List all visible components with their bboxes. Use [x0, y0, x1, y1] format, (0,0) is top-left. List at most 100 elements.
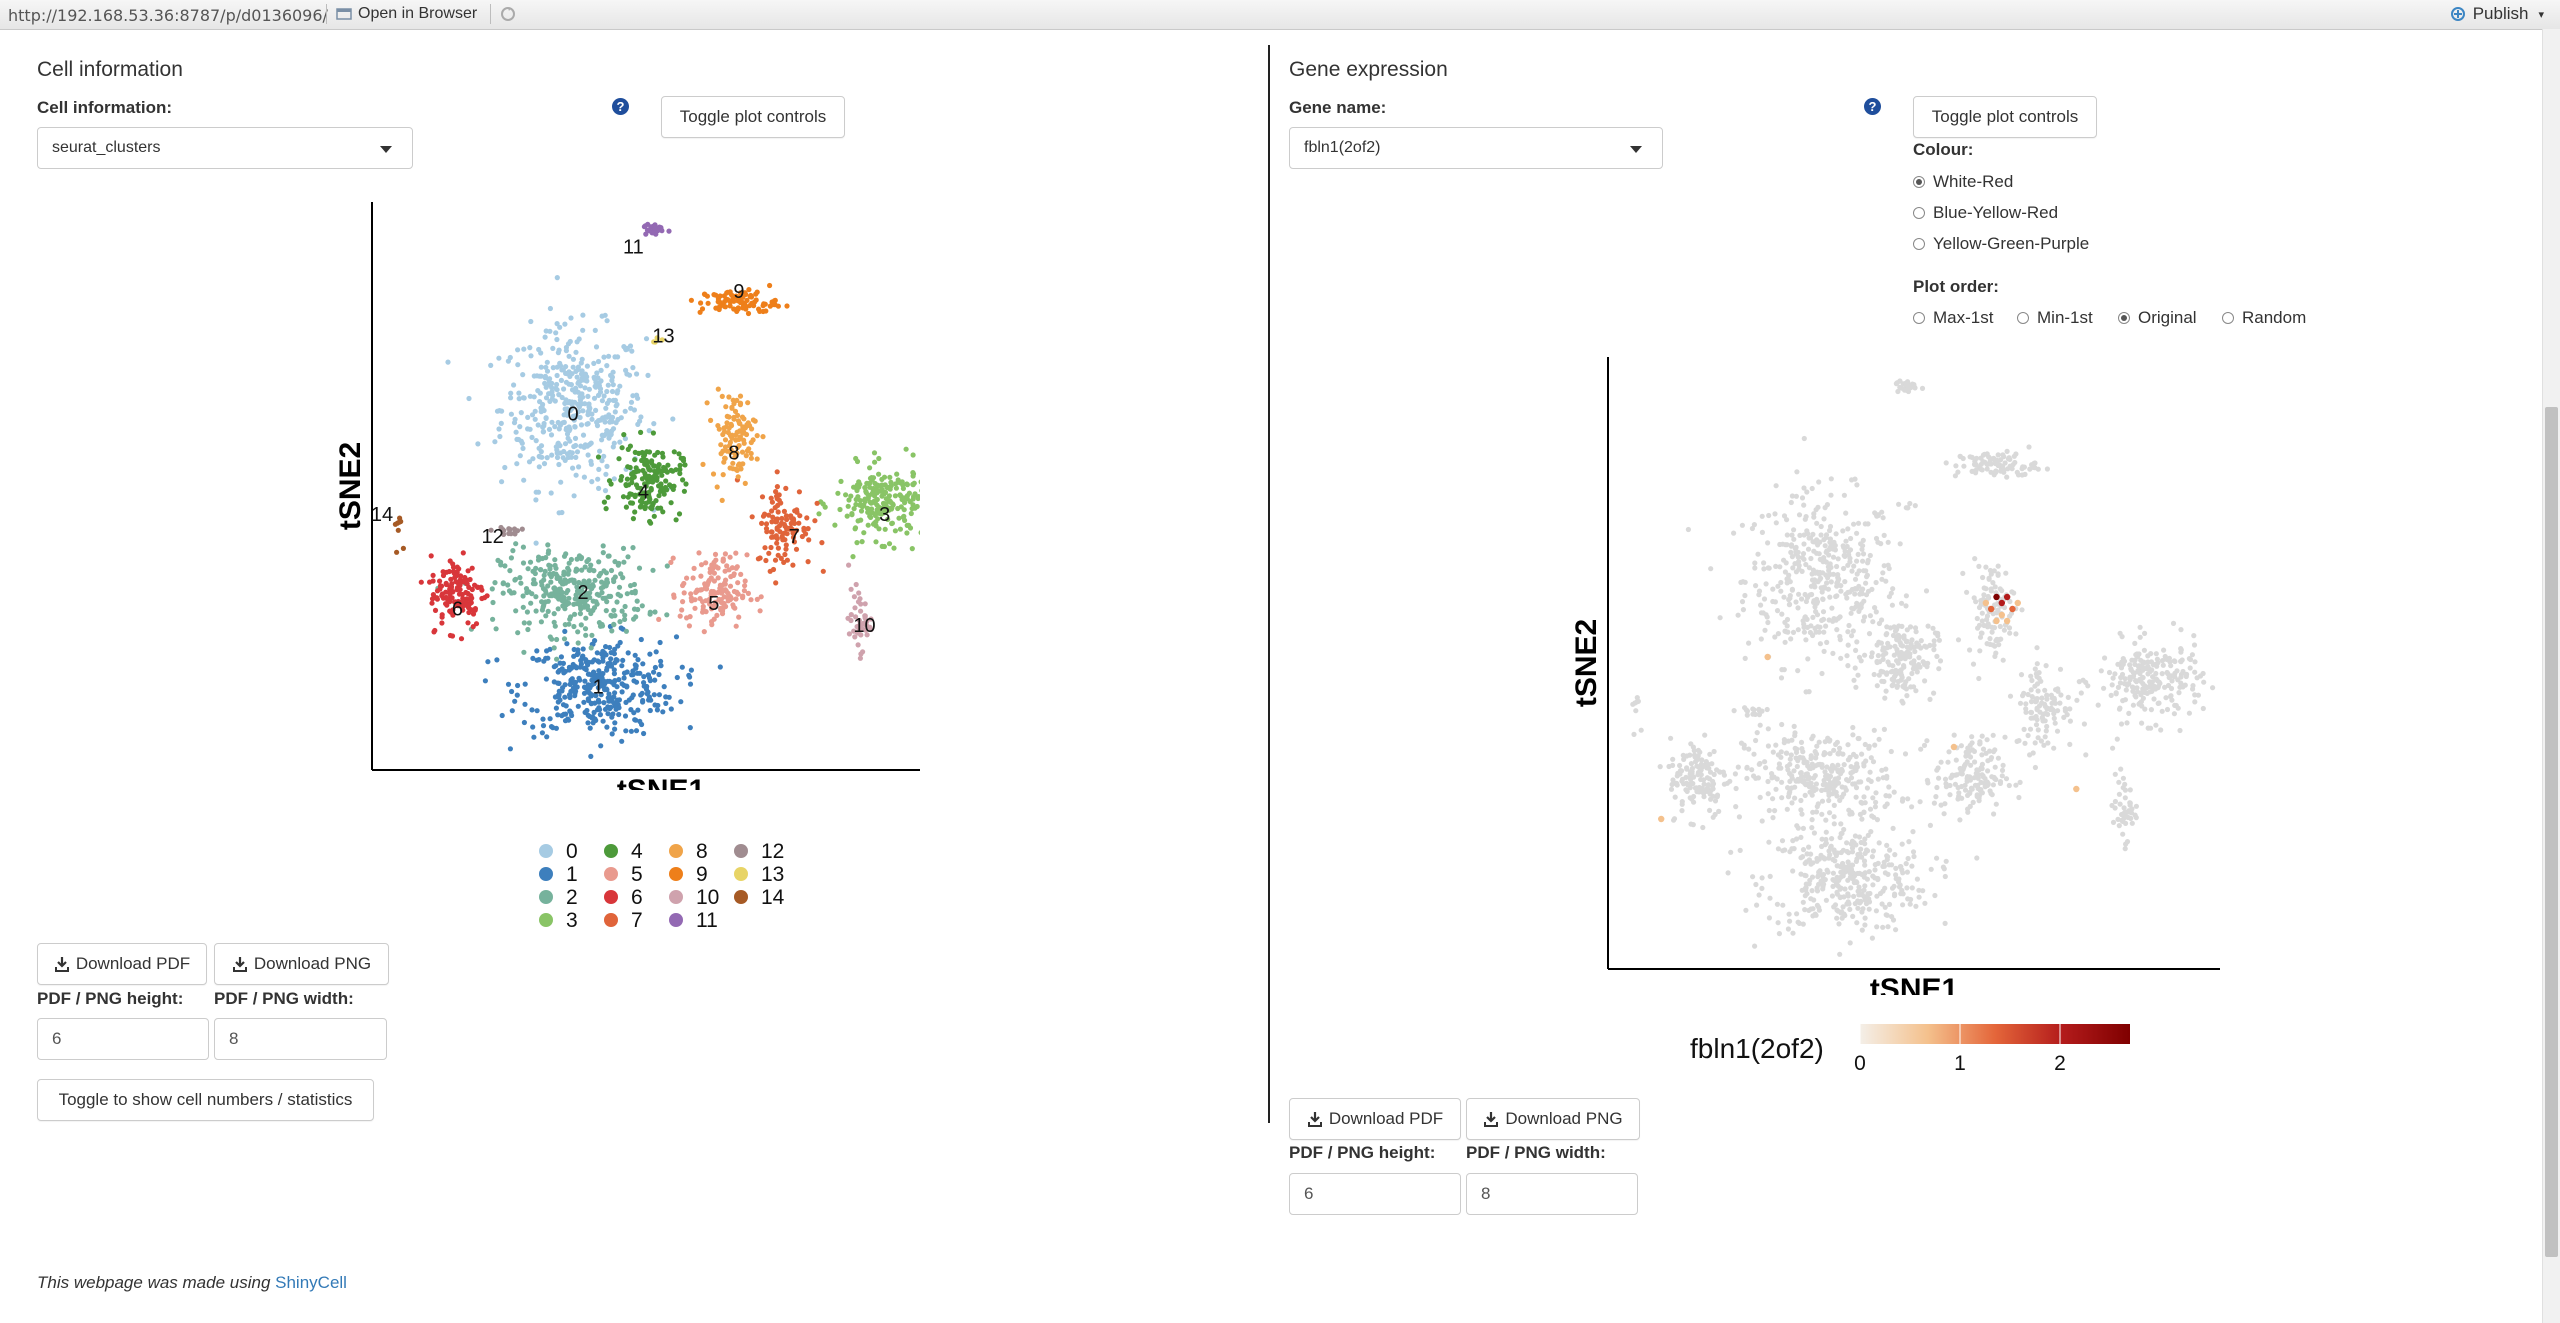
cell-point	[1809, 485, 1815, 492]
cell-point-cluster-3	[853, 496, 859, 503]
refresh-icon[interactable]	[500, 6, 516, 22]
gene-name-select[interactable]: fbln1(2of2)	[1289, 127, 1663, 169]
cell-point-cluster-0	[520, 445, 526, 451]
radio-button[interactable]	[1913, 312, 1925, 324]
help-icon[interactable]: ?	[1864, 98, 1881, 115]
cell-point	[2076, 679, 2082, 685]
cell-point	[1796, 512, 1803, 518]
cell-point	[2130, 702, 2136, 708]
toggle-cell-stats-button[interactable]: Toggle to show cell numbers / statistics	[37, 1079, 374, 1121]
cell-point	[1984, 613, 1991, 619]
cell-point-cluster-0	[593, 344, 600, 350]
colour-option-blue-yellow-red[interactable]: Blue-Yellow-Red	[1913, 203, 2058, 223]
pdf-width-input[interactable]: 8	[214, 1018, 387, 1060]
cell-point	[2044, 696, 2050, 702]
cell-point-cluster-7	[760, 513, 767, 519]
cell-point-cluster-7	[749, 514, 755, 520]
order-option-random[interactable]: Random	[2222, 308, 2306, 328]
cell-point	[1725, 870, 1731, 876]
vertical-scrollbar[interactable]	[2542, 29, 2560, 1323]
cell-point	[1794, 911, 1800, 917]
download-png-button[interactable]: Download PNG	[214, 943, 389, 985]
order-option-max-first[interactable]: Max-1st	[1913, 308, 1993, 328]
cell-point	[1814, 612, 1821, 618]
cell-info-select[interactable]: seurat_clusters	[37, 127, 413, 169]
cell-point-cluster-0	[554, 381, 560, 388]
cell-point-cluster-1	[630, 692, 636, 698]
toolbar-separator	[326, 4, 327, 24]
cell-point	[1868, 755, 1874, 761]
cell-point	[2020, 693, 2026, 699]
radio-button[interactable]	[2222, 312, 2234, 324]
x-axis-label: tSNE1	[1870, 973, 1958, 995]
cell-point-cluster-10	[853, 614, 859, 620]
cell-point-cluster-2	[612, 559, 618, 565]
radio-button[interactable]	[1913, 238, 1925, 250]
cell-point	[1812, 773, 1818, 779]
colour-option-white-red[interactable]: White-Red	[1913, 172, 2013, 192]
help-icon[interactable]: ?	[612, 98, 629, 115]
cell-point-cluster-3	[915, 494, 920, 500]
cell-point	[1752, 711, 1758, 717]
cell-point-cluster-1	[606, 698, 612, 704]
cell-point	[1925, 623, 1931, 629]
cell-point-cluster-0	[518, 438, 524, 444]
shinycell-link[interactable]: ShinyCell	[275, 1273, 347, 1292]
cell-point	[1814, 599, 1821, 605]
cell-point-cluster-1	[647, 707, 653, 714]
cell-point-cluster-9	[761, 301, 767, 307]
cell-point-cluster-6	[427, 579, 433, 585]
cell-point	[1874, 924, 1880, 930]
pdf-width-input[interactable]: 8	[1466, 1173, 1638, 1215]
chevron-down-icon[interactable]: ▾	[2538, 8, 2544, 21]
toggle-plot-controls-button[interactable]: Toggle plot controls	[661, 96, 845, 138]
download-pdf-button[interactable]: Download PDF	[1289, 1098, 1461, 1140]
cell-point-cluster-6	[428, 553, 434, 559]
cell-point-cluster-1	[658, 663, 664, 669]
cell-point-cluster-2	[652, 609, 658, 615]
scrollbar-thumb[interactable]	[2545, 407, 2558, 1257]
open-in-browser-button[interactable]: Open in Browser	[336, 4, 477, 24]
cell-point	[2047, 706, 2053, 713]
cell-point	[1757, 722, 1763, 728]
radio-button[interactable]	[2017, 312, 2029, 324]
cell-point	[1773, 786, 1779, 792]
colour-option-yellow-green-purple[interactable]: Yellow-Green-Purple	[1913, 234, 2089, 254]
cell-point-cluster-5	[736, 614, 742, 620]
order-option-original[interactable]: Original	[2118, 308, 2197, 328]
cell-point-cluster-5	[742, 583, 748, 589]
cell-point	[1861, 794, 1867, 800]
cell-point	[2109, 802, 2115, 809]
cell-point-cluster-0	[552, 424, 558, 430]
radio-button[interactable]	[1913, 207, 1925, 219]
radio-button[interactable]	[2118, 312, 2130, 324]
download-png-button[interactable]: Download PNG	[1466, 1098, 1640, 1140]
publish-button[interactable]: Publish ▾	[2449, 4, 2544, 24]
cell-point-cluster-0	[670, 416, 676, 422]
toggle-plot-controls-button[interactable]: Toggle plot controls	[1913, 96, 2097, 138]
cell-point-cluster-7	[763, 526, 770, 532]
cell-point-cluster-1	[625, 650, 631, 656]
cell-point	[1988, 755, 1995, 761]
cell-point-cluster-1	[499, 712, 505, 719]
cell-point	[1813, 751, 1820, 757]
cell-point	[1855, 672, 1861, 678]
legend-swatch	[539, 913, 553, 927]
cell-point	[2013, 631, 2019, 637]
cell-point-cluster-1	[607, 644, 613, 651]
radio-button[interactable]	[1913, 176, 1925, 188]
cell-point-cluster-5	[725, 590, 731, 596]
cell-point-cluster-3	[919, 488, 920, 493]
cell-point	[1894, 684, 1900, 690]
pdf-height-input[interactable]: 6	[1289, 1173, 1461, 1215]
legend-item-11: 11	[669, 909, 718, 932]
cell-point-cluster-3	[876, 471, 882, 477]
download-pdf-button[interactable]: Download PDF	[37, 943, 207, 985]
pdf-height-input[interactable]: 6	[37, 1018, 209, 1060]
cell-point	[1927, 642, 1933, 648]
cell-point	[1845, 663, 1851, 669]
cell-point-cluster-0	[567, 438, 573, 444]
cell-point-cluster-9	[713, 292, 719, 298]
order-option-min-first[interactable]: Min-1st	[2017, 308, 2093, 328]
cell-point	[2141, 647, 2147, 653]
